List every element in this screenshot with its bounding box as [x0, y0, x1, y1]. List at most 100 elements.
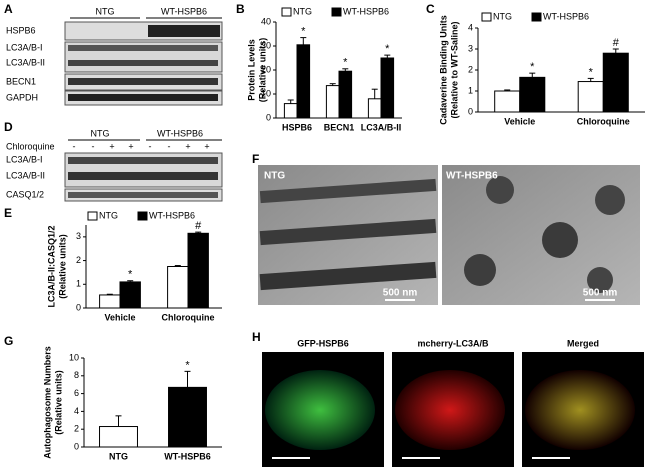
y-axis-title: Cadaverine Binding Units — [438, 15, 448, 125]
y-tick-label: 4 — [468, 22, 473, 32]
significance-marker: * — [128, 269, 133, 281]
y-tick-label: 6 — [74, 388, 79, 398]
y-tick-label: 0 — [468, 106, 473, 116]
image-label: mcherry-LC3A/B — [417, 338, 489, 348]
x-tick-label: Chloroquine — [577, 116, 630, 126]
significance-marker: # — [613, 37, 620, 49]
panel-letter: C — [426, 2, 435, 16]
panel-letter: G — [4, 334, 13, 348]
panel-letter: H — [252, 330, 261, 344]
lane-sign: - — [73, 141, 76, 151]
y-axis-title: LC3A/B-II:CASQ1/2 — [46, 225, 56, 307]
blot-d: NTG WT-HSPB6 Chloroquine - - + + - - + + LC3A/B… — [6, 128, 223, 202]
lane-sign: - — [92, 141, 95, 151]
scale-label: 500 nm — [583, 288, 618, 299]
y-tick-label: 20 — [261, 64, 271, 74]
y-axis-title: (Relative units) — [53, 370, 63, 435]
significance-marker: * — [385, 43, 390, 55]
bar — [367, 98, 382, 119]
legend-label: NTG — [493, 11, 512, 21]
row-label: LC3A/B-II — [6, 170, 45, 180]
bar — [119, 281, 141, 309]
bar — [296, 44, 311, 119]
bar — [325, 85, 340, 119]
x-tick-label: HSPB6 — [282, 122, 312, 132]
image-label: GFP-HSPB6 — [297, 338, 349, 348]
y-tick-label: 40 — [261, 16, 271, 26]
y-tick-label: 10 — [69, 352, 79, 362]
y-tick-label: 30 — [261, 40, 271, 50]
row-label: LC3A/B-II — [6, 57, 45, 67]
y-axis-title: Protein Levels — [246, 39, 256, 101]
image-label: NTG — [264, 171, 285, 182]
panel-letter: E — [4, 206, 12, 220]
scale-label: 500 nm — [383, 288, 418, 299]
bar — [167, 266, 189, 309]
bar — [99, 294, 121, 309]
fluor-images: GFP-HSPB6 mcherry-LC3A/B Merged — [262, 338, 644, 467]
x-tick-label: WT-HSPB6 — [164, 451, 211, 461]
bar — [577, 81, 604, 113]
y-tick-label: 0 — [266, 112, 271, 122]
x-tick-label: NTG — [109, 451, 128, 461]
y-tick-label: 4 — [74, 406, 79, 416]
bar — [338, 70, 353, 119]
bar — [187, 232, 209, 309]
bar — [602, 52, 629, 113]
image-label: WT-HSPB6 — [446, 171, 498, 182]
bar — [380, 57, 395, 119]
group-label: WT-HSPB6 — [157, 128, 203, 138]
y-tick-label: 2 — [74, 424, 79, 434]
lane-sign: - — [149, 141, 152, 151]
bar — [494, 90, 521, 113]
lane-sign: - — [168, 141, 171, 151]
y-tick-label: 1 — [468, 85, 473, 95]
group-label: NTG — [91, 128, 110, 138]
legend-swatch — [87, 211, 98, 221]
y-axis-title: (Relative units) — [57, 234, 67, 299]
legend-swatch — [137, 211, 148, 221]
y-axis-title: (Relative units) — [257, 38, 267, 103]
group-label: WT-HSPB6 — [161, 6, 207, 16]
x-tick-label: Vehicle — [104, 312, 135, 322]
y-tick-label: 3 — [76, 231, 81, 241]
legend-swatch — [481, 12, 492, 22]
legend-swatch — [531, 12, 542, 22]
y-tick-label: 8 — [74, 370, 79, 380]
x-tick-label: Chloroquine — [162, 312, 215, 322]
legend-label: NTG — [99, 210, 118, 220]
y-axis-title: (Relative to WT-Saline) — [449, 21, 459, 118]
significance-marker: * — [589, 66, 594, 78]
lane-sign: + — [185, 141, 190, 151]
x-tick-label: LC3A/B-II — [361, 122, 402, 132]
significance-marker: * — [343, 57, 348, 69]
panel-letter: F — [252, 152, 259, 166]
panel-letter: D — [4, 120, 13, 134]
image-label: Merged — [567, 338, 599, 348]
row-label: BECN1 — [6, 76, 36, 86]
row-label: LC3A/B-I — [6, 42, 43, 52]
legend-label: NTG — [293, 6, 312, 16]
panel-letter: B — [236, 2, 245, 16]
significance-marker: * — [530, 61, 535, 73]
group-label: NTG — [96, 6, 115, 16]
row-label: LC3A/B-I — [6, 154, 43, 164]
x-tick-label: Vehicle — [504, 116, 535, 126]
lane-sign: + — [128, 141, 133, 151]
y-tick-label: 3 — [468, 43, 473, 53]
y-tick-label: 0 — [74, 441, 79, 451]
y-tick-label: 2 — [76, 255, 81, 265]
significance-marker: # — [195, 220, 202, 232]
legend-swatch — [281, 7, 292, 17]
bar — [519, 76, 546, 113]
lane-sign: + — [109, 141, 114, 151]
legend-label: WT-HSPB6 — [149, 210, 195, 220]
treatment-label: Chloroquine — [6, 141, 55, 151]
bar — [99, 426, 138, 448]
y-tick-label: 1 — [76, 279, 81, 289]
significance-marker: * — [185, 359, 190, 371]
lane-sign: + — [204, 141, 209, 151]
em-images: NTG WT-HSPB6 500 nm 500 nm — [258, 165, 640, 305]
bar — [168, 386, 207, 448]
row-label: HSPB6 — [6, 25, 36, 35]
